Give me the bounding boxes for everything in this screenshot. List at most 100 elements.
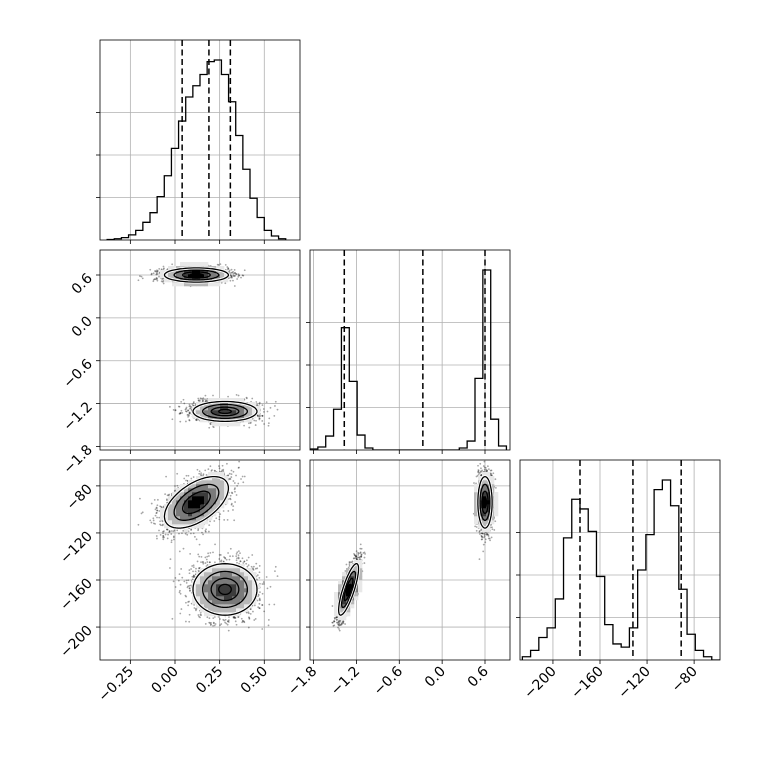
density-cell [486, 472, 491, 477]
sample-point [227, 478, 230, 481]
density-cell [204, 278, 209, 283]
density-cell [208, 604, 213, 609]
sample-point [252, 569, 255, 571]
sample-point [248, 616, 250, 619]
density-cell [204, 588, 209, 593]
sample-point [480, 474, 483, 477]
density-cell [334, 608, 339, 613]
density-cell [180, 492, 185, 497]
density-cell [176, 282, 181, 287]
density-cell [192, 414, 197, 419]
sample-point [494, 520, 497, 523]
sample-point [185, 410, 188, 413]
sample-point [335, 616, 338, 619]
density-cell [204, 484, 209, 489]
sample-point [163, 536, 165, 539]
sample-point [199, 616, 201, 619]
sample-point [174, 586, 177, 588]
sample-point [237, 482, 240, 485]
sample-point [188, 411, 191, 414]
sample-point [162, 534, 165, 537]
density-cell [236, 604, 241, 609]
sample-point [475, 475, 478, 478]
sample-point [331, 605, 334, 607]
sample-point [156, 270, 159, 272]
density-cell [338, 588, 343, 593]
density-cell [354, 596, 359, 601]
sample-point [154, 508, 157, 511]
sample-point [141, 277, 144, 280]
density-cell [334, 604, 339, 609]
sample-point [494, 478, 497, 481]
density-cell [232, 410, 237, 415]
sample-point [331, 621, 334, 624]
density-cell [244, 410, 249, 415]
sample-point [177, 405, 180, 408]
sample-point [248, 422, 250, 425]
sample-point [194, 608, 197, 610]
density-cell [212, 492, 217, 497]
density-cell [256, 406, 261, 411]
sample-point [140, 512, 143, 515]
sample-point [188, 587, 191, 590]
sample-point [197, 553, 200, 556]
sample-point [211, 469, 213, 471]
density-cell [168, 516, 173, 521]
sample-point [183, 402, 186, 405]
density-cell [224, 406, 229, 411]
density-cell [220, 496, 225, 501]
sample-point [222, 560, 225, 563]
density-cell [494, 504, 499, 509]
sample-point [252, 568, 254, 570]
y-tick-label: −80 [64, 481, 96, 513]
sample-point [259, 599, 261, 602]
density-cell [216, 402, 221, 407]
density-cell [334, 612, 339, 617]
density-cell [184, 274, 189, 279]
sample-point [166, 537, 169, 540]
density-cell [180, 270, 185, 275]
sample-point [247, 626, 250, 629]
density-cell [160, 516, 165, 521]
sample-point [197, 567, 200, 570]
sample-point [192, 576, 195, 579]
sample-point [266, 410, 269, 413]
sample-point [247, 564, 250, 567]
density-cell [232, 422, 237, 427]
density-cell [228, 564, 233, 569]
sample-point [246, 565, 249, 568]
density-cell [184, 488, 189, 493]
sample-point [162, 268, 165, 271]
sample-point [141, 511, 144, 514]
density-cell [220, 274, 225, 279]
sample-point [349, 561, 352, 564]
density-cell [196, 500, 201, 505]
sample-point [247, 556, 250, 559]
sample-point [359, 551, 362, 554]
density-cell [354, 568, 359, 573]
sample-point [337, 623, 340, 626]
density-cell [216, 576, 221, 581]
sample-point [490, 469, 493, 472]
sample-point [213, 469, 216, 472]
sample-point [185, 581, 188, 584]
sample-point [242, 481, 245, 484]
sample-point [188, 419, 191, 422]
sample-point [214, 543, 216, 546]
sample-point [230, 275, 233, 278]
density-cell [490, 516, 495, 521]
sample-point [162, 523, 164, 526]
density-cell [208, 270, 213, 275]
sample-point [187, 409, 190, 412]
sample-point [477, 469, 480, 472]
sample-point [204, 394, 207, 397]
sample-point [334, 616, 337, 619]
sample-point [480, 467, 482, 470]
sample-point [218, 518, 221, 521]
sample-point [237, 466, 240, 469]
sample-point [220, 559, 223, 562]
sample-point [227, 267, 230, 270]
density-cell [240, 588, 245, 593]
density-cell [196, 406, 201, 411]
